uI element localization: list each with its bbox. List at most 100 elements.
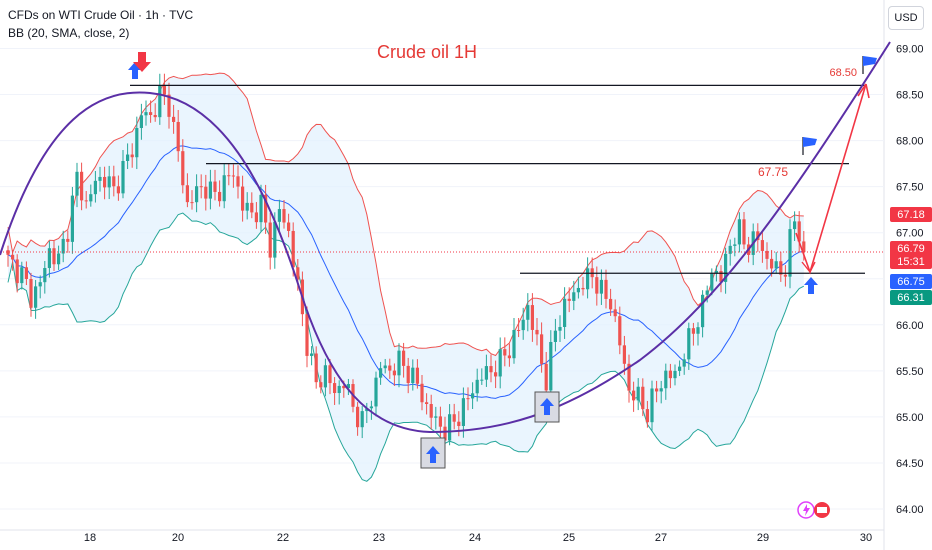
candle-body (558, 326, 562, 331)
candle-body (627, 363, 631, 391)
candle-body (521, 319, 525, 331)
candle-body (80, 171, 84, 201)
candle-body (705, 290, 709, 295)
projection-arrow (795, 83, 867, 275)
candle-body (783, 274, 787, 277)
candle-body (434, 416, 438, 418)
candle-body (236, 176, 240, 187)
candle-body (489, 366, 493, 373)
candle-body (540, 334, 544, 364)
candle-body (655, 388, 659, 392)
candle-body (227, 175, 231, 177)
candle-body (567, 298, 571, 301)
candle-body (691, 328, 695, 334)
candle-body (190, 202, 194, 204)
candle-body (788, 229, 792, 277)
candle-body (701, 294, 705, 328)
candle-body (121, 160, 125, 194)
candle-body (172, 116, 176, 122)
candle-body (254, 212, 258, 223)
candle-body (687, 328, 691, 360)
candle-body (406, 365, 410, 384)
candle-body (484, 366, 488, 380)
currency-button[interactable]: USD (888, 6, 924, 30)
up-arrow-icon (426, 446, 440, 463)
candle-body (342, 385, 346, 389)
candle-body (793, 221, 797, 230)
symbol-title: CFDs on WTI Crude Oil · 1h · TVC (8, 8, 194, 22)
candle-body (774, 261, 778, 269)
candle-body (369, 406, 373, 409)
candle-body (553, 330, 557, 342)
price-tag-label: 67.18 (897, 209, 925, 221)
candle-body (181, 151, 185, 186)
indicator-legend[interactable]: BB (20, SMA, close, 2) (8, 26, 130, 40)
candle-body (765, 250, 769, 259)
candle-body (756, 231, 760, 241)
candle-body (199, 186, 203, 188)
price-tag (890, 241, 932, 269)
candle-body (162, 85, 166, 95)
arrow-head (857, 83, 870, 99)
candle-body (328, 365, 332, 384)
candle-body (581, 287, 585, 290)
candle-body (158, 85, 162, 118)
candle-body (310, 353, 314, 356)
y-tick-label: 64.50 (896, 458, 924, 470)
candle-body (20, 267, 24, 284)
candle-body (218, 191, 222, 202)
candle-body (208, 181, 212, 199)
x-tick-label: 20 (172, 532, 184, 544)
candle-body (392, 370, 396, 376)
candle-body (429, 404, 433, 418)
candle-body (24, 267, 28, 280)
candle-body (259, 194, 263, 223)
candle-body (29, 279, 33, 308)
candle-body (167, 94, 171, 117)
candle-body (6, 250, 10, 255)
candle-body (724, 253, 728, 282)
flag-icon (863, 56, 877, 66)
candle-body (673, 370, 677, 379)
candle-body (388, 365, 392, 371)
candle-body (737, 219, 741, 245)
candle-body (34, 286, 38, 308)
candle-body (273, 221, 277, 258)
candle-body (93, 180, 97, 195)
candle-body (503, 349, 507, 356)
candle-body (241, 186, 245, 211)
x-tick-label: 22 (277, 532, 289, 544)
candle-body (728, 245, 732, 254)
candle-body (144, 112, 148, 116)
candle-body (52, 248, 56, 265)
candle-body (149, 112, 153, 116)
candle-body (61, 238, 65, 254)
candle-body (779, 261, 783, 275)
candle-body (323, 365, 327, 388)
candle-body (11, 254, 15, 260)
x-tick-label: 27 (655, 532, 667, 544)
candle-body (678, 366, 682, 371)
candle-body (277, 209, 281, 222)
candle-body (475, 379, 479, 394)
candle-body (797, 221, 801, 242)
candle-body (576, 287, 580, 293)
candle-body (365, 408, 369, 412)
up-arrow-icon (804, 277, 818, 294)
candle-body (57, 253, 61, 265)
candle-body (710, 273, 714, 291)
candle-body (305, 314, 309, 356)
candle-body (176, 121, 180, 152)
candle-body (480, 379, 484, 381)
candle-body (645, 409, 649, 423)
candle-body (498, 349, 502, 377)
candle-body (84, 200, 88, 202)
candle-body (291, 230, 295, 268)
arrow-head (801, 261, 816, 273)
candle-body (618, 316, 622, 346)
annotation-68-50: 68.50 (829, 67, 857, 79)
candle-body (112, 176, 116, 187)
candles (6, 73, 806, 449)
candle-body (47, 248, 51, 269)
